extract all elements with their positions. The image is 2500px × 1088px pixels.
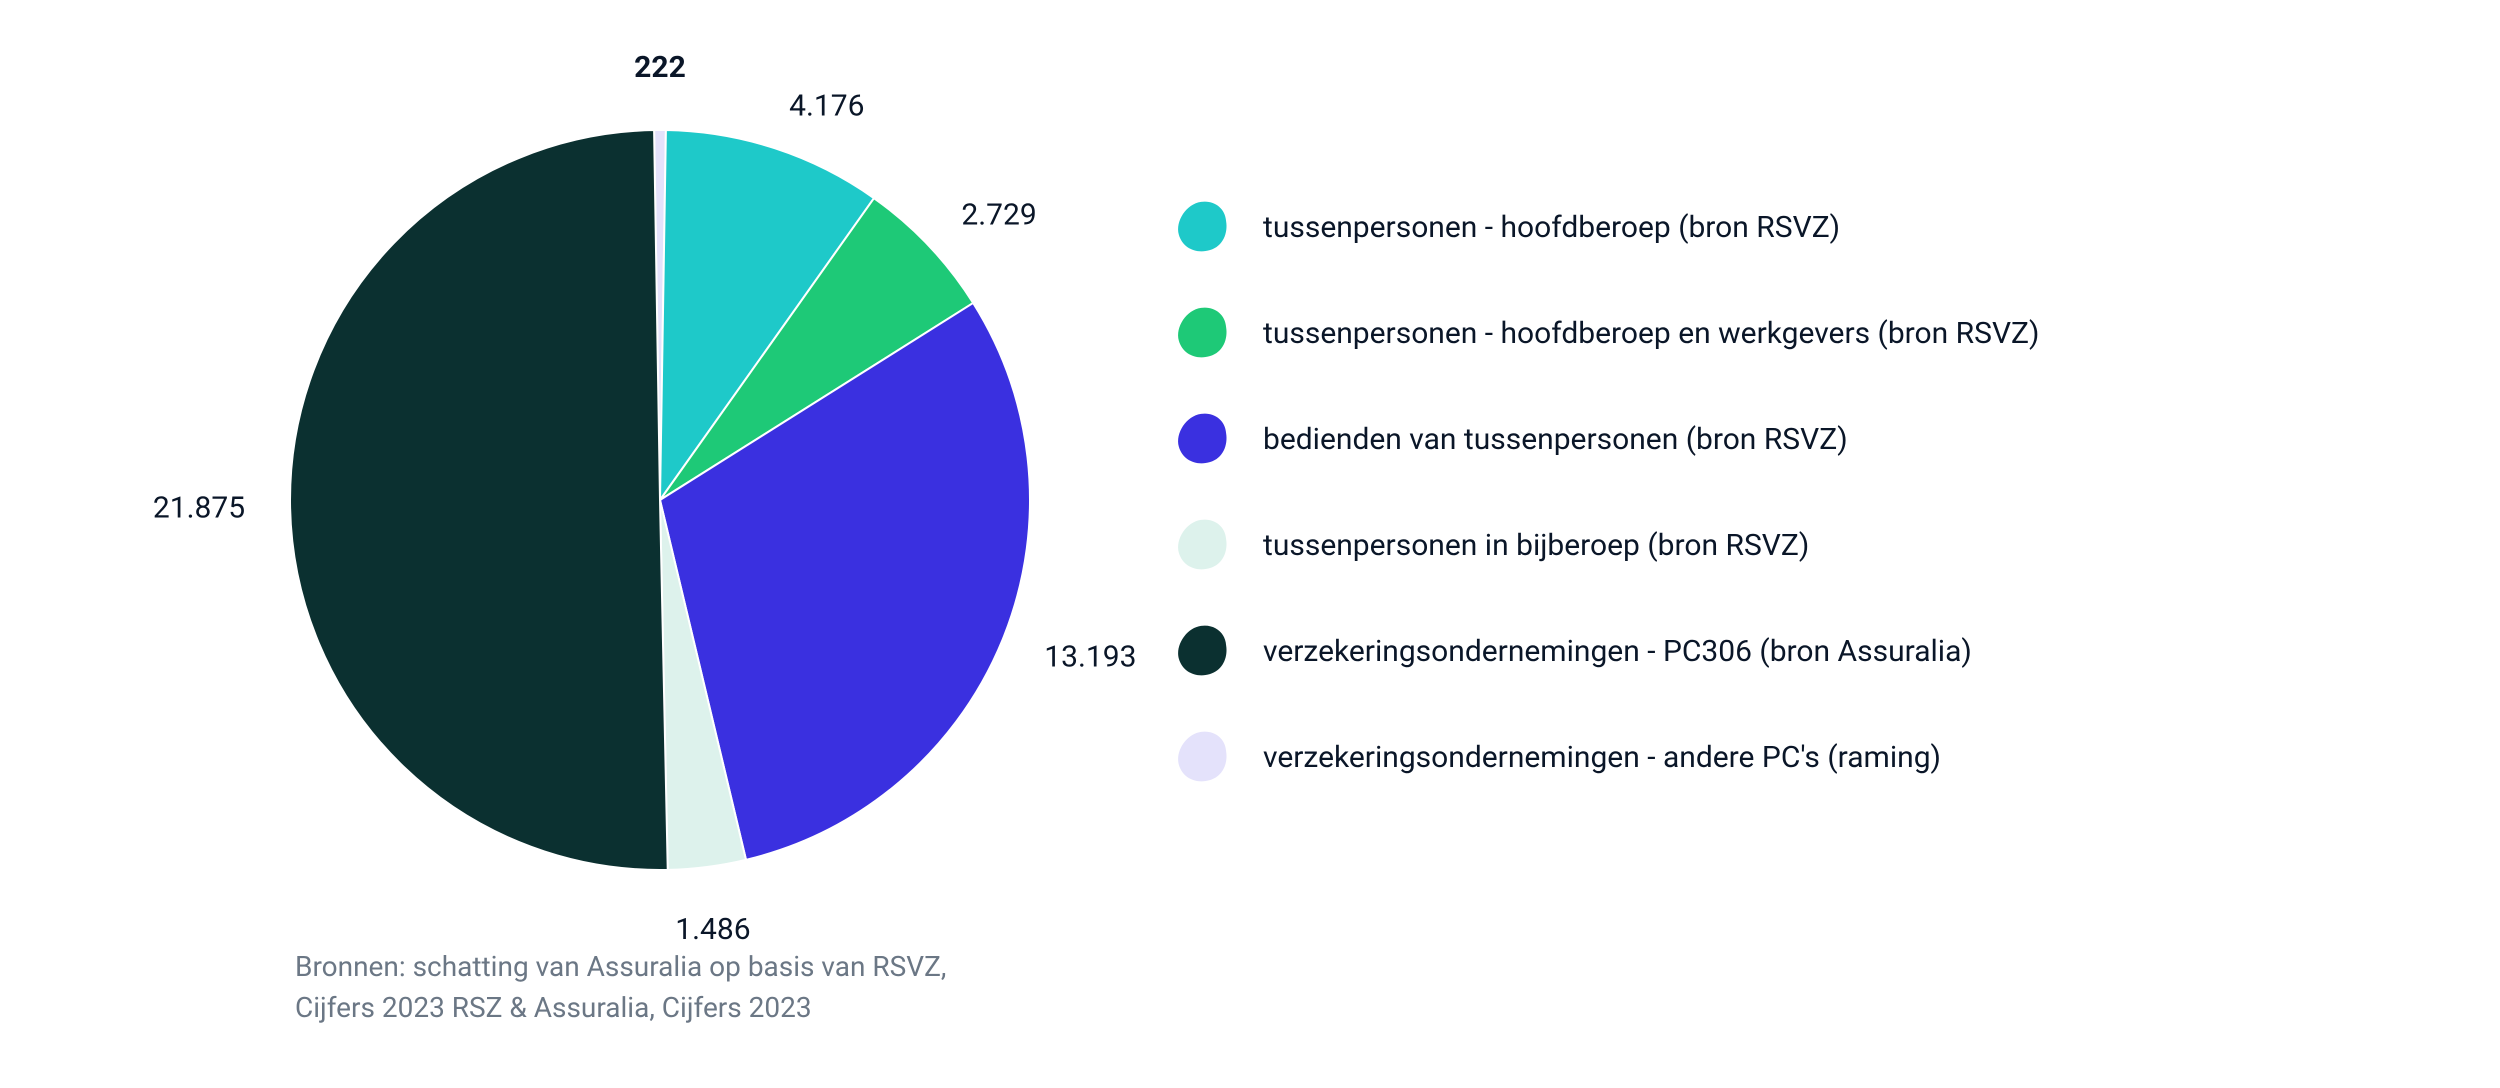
slice-value-label: 2.729 <box>961 197 1036 232</box>
legend-item: verzekeringsondernemingen - andere PC's … <box>1175 730 2039 784</box>
legend-label: bedienden van tussenpersonen (bron RSVZ) <box>1263 422 1848 457</box>
legend-label: verzekeringsondernemingen - andere PC's … <box>1263 740 1941 775</box>
source-line-2: Cijfers 2023 RSZ & Assuralia, Cijfers 20… <box>295 991 812 1024</box>
legend-label: tussenpersonen - hoofdberoep en werkgeve… <box>1263 316 2039 351</box>
legend-label: verzekeringsondernemingen - PC306 (bron … <box>1263 634 1972 669</box>
legend-label: tussenpersonen - hoofdberoep (bron RSVZ) <box>1263 210 1840 245</box>
legend-swatch-icon <box>1175 730 1229 784</box>
pie-slice <box>290 130 668 870</box>
source-text: Bronnen: schatting van Assuralia op basi… <box>295 947 946 1028</box>
slice-value-label: 4.176 <box>789 88 864 123</box>
legend-item: tussenpersonen in bijberoep (bron RSVZ) <box>1175 518 2039 572</box>
legend-item: bedienden van tussenpersonen (bron RSVZ) <box>1175 412 2039 466</box>
chart-canvas: Bronnen: schatting van Assuralia op basi… <box>0 0 2500 1088</box>
legend-swatch-icon <box>1175 200 1229 254</box>
slice-value-label: 1.486 <box>675 912 750 947</box>
legend-swatch-icon <box>1175 624 1229 678</box>
slice-value-label: 13.193 <box>1044 639 1136 674</box>
slice-value-label: 21.875 <box>153 490 245 525</box>
legend-item: verzekeringsondernemingen - PC306 (bron … <box>1175 624 2039 678</box>
slice-value-label: 222 <box>634 50 686 85</box>
pie-svg <box>290 130 1030 870</box>
legend-item: tussenpersonen - hoofdberoep en werkgeve… <box>1175 306 2039 360</box>
legend-swatch-icon <box>1175 306 1229 360</box>
legend: tussenpersonen - hoofdberoep (bron RSVZ)… <box>1175 200 2039 784</box>
source-line-1: Bronnen: schatting van Assuralia op basi… <box>295 950 946 983</box>
legend-label: tussenpersonen in bijberoep (bron RSVZ) <box>1263 528 1809 563</box>
legend-swatch-icon <box>1175 412 1229 466</box>
legend-item: tussenpersonen - hoofdberoep (bron RSVZ) <box>1175 200 2039 254</box>
legend-swatch-icon <box>1175 518 1229 572</box>
pie-chart <box>290 130 1030 870</box>
